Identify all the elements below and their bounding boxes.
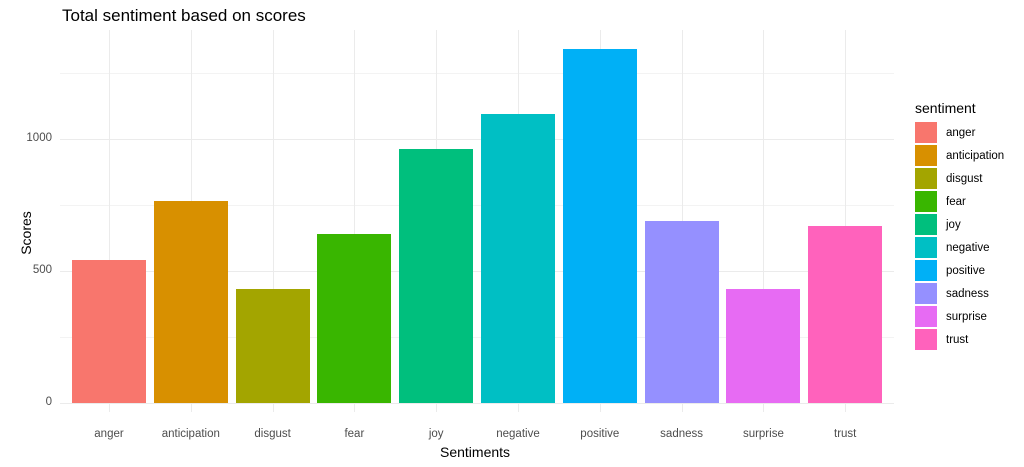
legend-item: positive xyxy=(915,259,1004,282)
bar-positive xyxy=(562,48,637,403)
legend-item: anger xyxy=(915,121,1004,144)
legend-key xyxy=(915,283,937,304)
gridline xyxy=(60,73,894,74)
legend-item: trust xyxy=(915,328,1004,351)
legend-label: fear xyxy=(946,195,966,208)
gridline xyxy=(60,403,894,404)
legend-key xyxy=(915,306,937,327)
bar-negative xyxy=(481,113,555,403)
gridline xyxy=(845,30,847,412)
legend-item: disgust xyxy=(915,167,1004,190)
legend-label: trust xyxy=(946,333,969,346)
x-tick-label: joy xyxy=(428,428,444,440)
legend-key xyxy=(915,260,937,281)
gridline xyxy=(60,139,894,140)
bar-surprise xyxy=(726,288,801,403)
legend-label: anger xyxy=(946,126,976,139)
chart-title: Total sentiment based on scores xyxy=(62,6,306,25)
legend-key xyxy=(915,168,937,189)
gridline xyxy=(60,205,894,206)
legend-key xyxy=(915,145,937,166)
legend-item: fear xyxy=(915,190,1004,213)
gridline xyxy=(272,30,274,412)
legend-key xyxy=(915,191,937,212)
legend-item: sadness xyxy=(915,282,1004,305)
x-tick-label: anticipation xyxy=(161,428,220,440)
legend-item: anticipation xyxy=(915,144,1004,167)
gridline xyxy=(763,30,765,412)
legend-key xyxy=(915,214,937,235)
legend-key xyxy=(915,122,937,143)
legend-title: sentiment xyxy=(915,100,976,116)
x-tick-label: positive xyxy=(580,428,620,440)
legend-key xyxy=(915,329,937,350)
bar-disgust xyxy=(235,288,310,403)
legend-key xyxy=(915,237,937,258)
legend-item: negative xyxy=(915,236,1004,259)
legend-item: surprise xyxy=(915,305,1004,328)
x-tick-label: sadness xyxy=(660,428,704,440)
gridline xyxy=(109,30,110,412)
legend-item: joy xyxy=(915,213,1004,236)
y-axis-label: Scores xyxy=(18,211,34,255)
gridline xyxy=(60,337,894,338)
legend: sentiment anger anticipation disgust fear jo… xyxy=(915,100,1004,351)
legend-label: surprise xyxy=(946,310,987,323)
gridline xyxy=(60,271,894,272)
y-tick-label: 0 xyxy=(45,396,52,408)
legend-label: disgust xyxy=(946,172,983,185)
x-tick-label: anger xyxy=(94,428,124,440)
bar-anticipation xyxy=(153,201,228,403)
legend-label: negative xyxy=(946,241,990,254)
bar-trust xyxy=(808,226,883,403)
y-tick-label: 1000 xyxy=(26,132,52,144)
bar-joy xyxy=(399,149,474,403)
y-tick-label: 500 xyxy=(32,264,52,276)
x-axis-label: Sentiments xyxy=(440,444,511,460)
x-tick-label: trust xyxy=(834,428,857,440)
legend-label: positive xyxy=(946,264,985,277)
plot-panel xyxy=(60,30,894,412)
x-tick-label: negative xyxy=(496,428,540,440)
legend-label: sadness xyxy=(946,287,989,300)
bar-sadness xyxy=(644,221,719,403)
bar-anger xyxy=(72,259,146,403)
x-tick-label: surprise xyxy=(742,428,784,440)
gridline xyxy=(354,30,356,412)
x-tick-label: fear xyxy=(344,428,365,440)
legend-label: joy xyxy=(946,218,961,231)
x-tick-label: disgust xyxy=(254,428,291,440)
gridline xyxy=(681,30,683,412)
legend-label: anticipation xyxy=(946,149,1005,162)
bar-fear xyxy=(317,234,392,403)
